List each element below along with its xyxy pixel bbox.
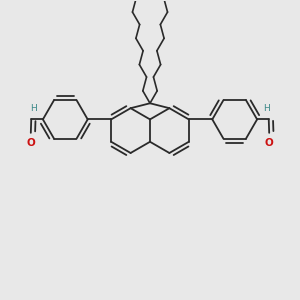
Text: O: O — [265, 138, 274, 148]
Text: H: H — [263, 104, 270, 113]
Text: H: H — [30, 104, 37, 113]
Text: O: O — [26, 138, 35, 148]
